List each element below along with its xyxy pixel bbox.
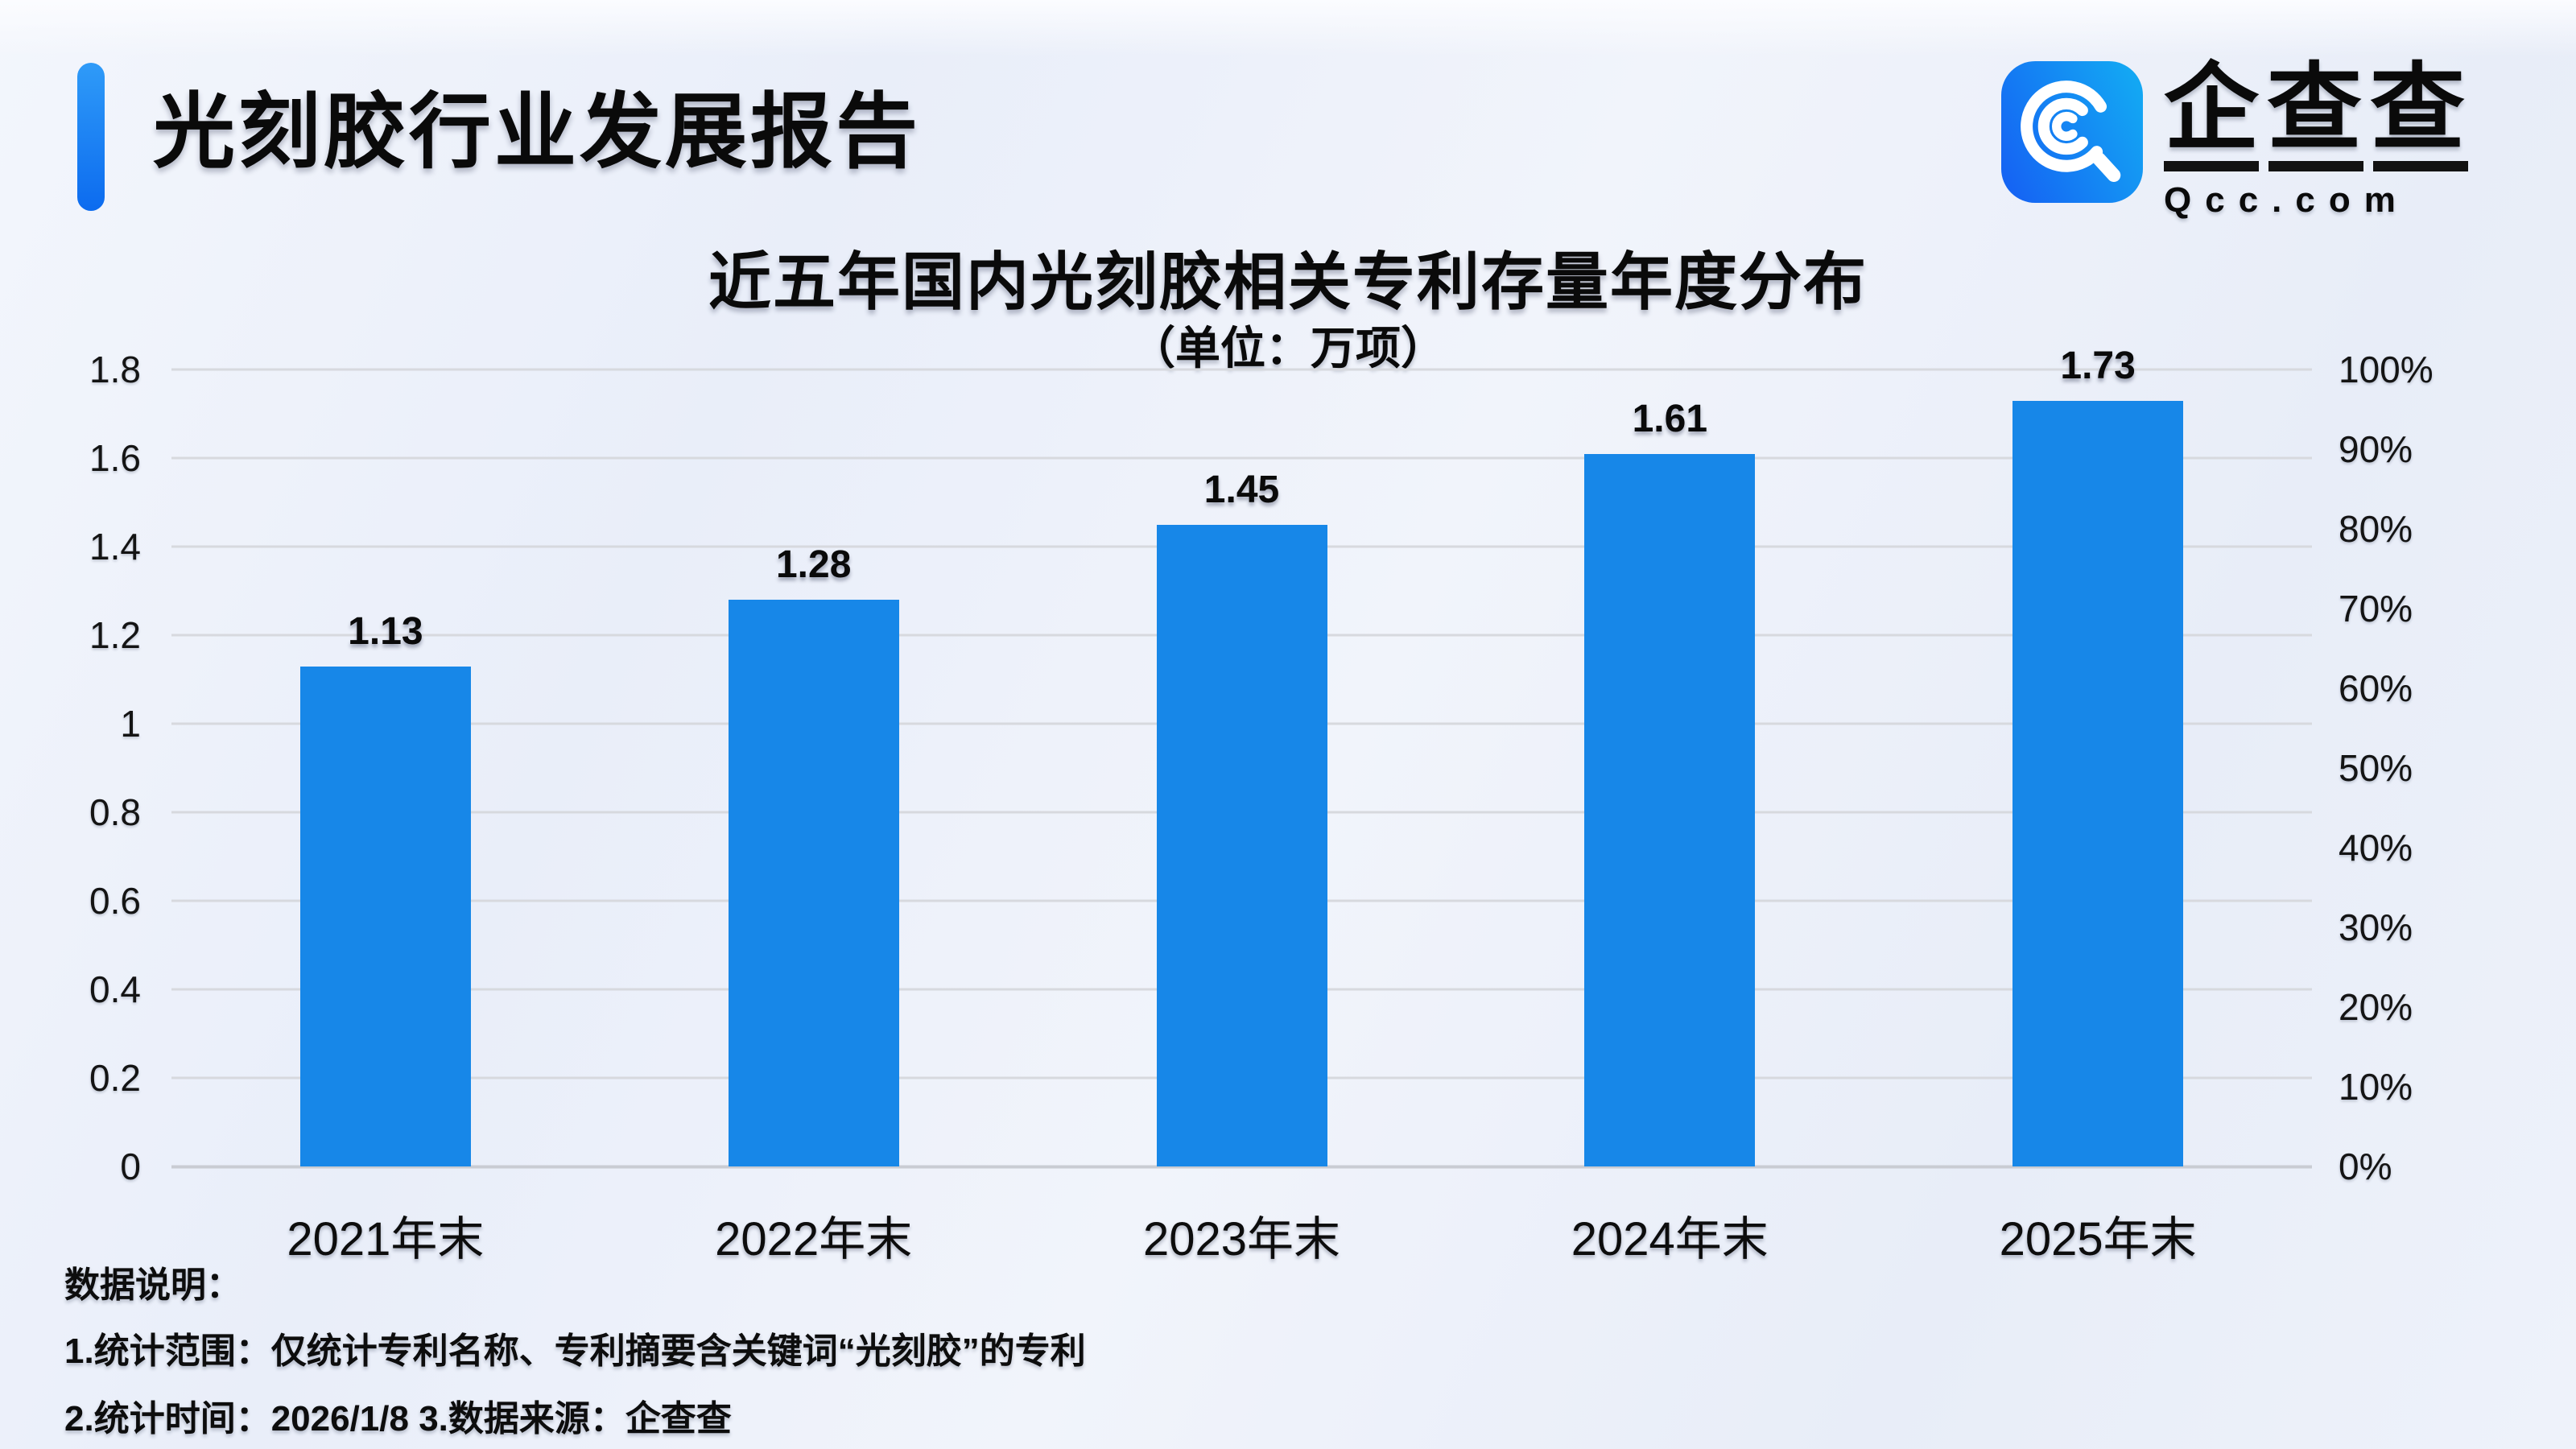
footer-note-time-source: 2.统计时间：2026/1/8 3.数据来源：企查查 (64, 1399, 732, 1439)
qcc-logo: 企查查 Qcc.com (2001, 61, 2473, 221)
qcc-brand-name: 企查查 (2164, 56, 2474, 162)
chart-bar-2025年末 (2013, 400, 2184, 1166)
chart-bar-2021年末 (299, 666, 471, 1166)
bar-value-label: 1.61 (1632, 397, 1708, 440)
right-axis-tick: 0% (2339, 1146, 2392, 1187)
chart-bar-2024年末 (1584, 453, 1756, 1166)
footer-note-scope: 1.统计范围：仅统计专利名称、专利摘要含关键词“光刻胶”的专利 (64, 1331, 1086, 1371)
left-axis-tick: 1.4 (89, 526, 141, 568)
gridline-1.8 (171, 368, 2312, 371)
right-axis-tick: 10% (2339, 1066, 2413, 1108)
right-axis-tick: 50% (2339, 747, 2413, 789)
left-axis-tick: 0.2 (89, 1057, 141, 1099)
bar-value-label: 1.73 (2060, 344, 2136, 387)
bar-value-label: 1.13 (348, 609, 423, 653)
right-axis-tick: 80% (2339, 508, 2413, 550)
left-axis-tick: 1 (120, 703, 141, 745)
left-axis-tick: 1.6 (89, 437, 141, 479)
chart-subtitle: （单位：万项） (1130, 323, 1446, 374)
right-axis-tick: 70% (2339, 588, 2413, 630)
qcc-domain: Qcc.com (2164, 180, 2409, 220)
bar-value-label: 1.45 (1203, 468, 1280, 511)
gridline-0 (171, 1165, 2312, 1169)
chart-bar-2023年末 (1156, 524, 1327, 1166)
left-axis-tick: 1.2 (89, 614, 141, 656)
right-axis-tick: 90% (2339, 428, 2413, 470)
left-axis-tick: 1.8 (89, 349, 141, 390)
title-accent-bar (77, 63, 105, 211)
left-axis-tick: 0.4 (89, 968, 141, 1010)
right-axis-tick: 100% (2339, 349, 2434, 390)
right-axis-tick: 30% (2339, 906, 2413, 948)
chart-title: 近五年国内光刻胶相关专利存量年度分布 (708, 246, 1868, 317)
x-axis-label: 2022年末 (715, 1213, 913, 1265)
chart-bar-2022年末 (728, 600, 899, 1166)
bar-chart-plot-area: 1.13 1.28 1.45 1.61 1.73 (171, 345, 2312, 1169)
left-axis-tick: 0 (120, 1146, 141, 1187)
right-axis-tick: 60% (2339, 667, 2413, 709)
right-axis-tick: 20% (2339, 986, 2413, 1028)
x-axis-label: 2024年末 (1571, 1213, 1769, 1265)
right-axis-tick: 40% (2339, 827, 2413, 869)
report-title: 光刻胶行业发展报告 (153, 86, 921, 178)
qcc-magnifier-icon (2001, 61, 2143, 203)
bar-value-label: 1.28 (775, 543, 852, 586)
gridline-1.6 (171, 456, 2312, 460)
x-axis-label: 2023年末 (1142, 1213, 1341, 1265)
x-axis-label: 2025年末 (1999, 1213, 2197, 1265)
footer-heading: 数据说明： (64, 1265, 242, 1305)
left-axis-tick: 0.6 (89, 880, 141, 922)
qcc-brand-underlines (2164, 161, 2473, 171)
x-axis-label: 2021年末 (287, 1213, 485, 1265)
qcc-logo-text: 企查查 Qcc.com (2164, 61, 2473, 221)
left-axis-tick: 0.8 (89, 791, 141, 833)
